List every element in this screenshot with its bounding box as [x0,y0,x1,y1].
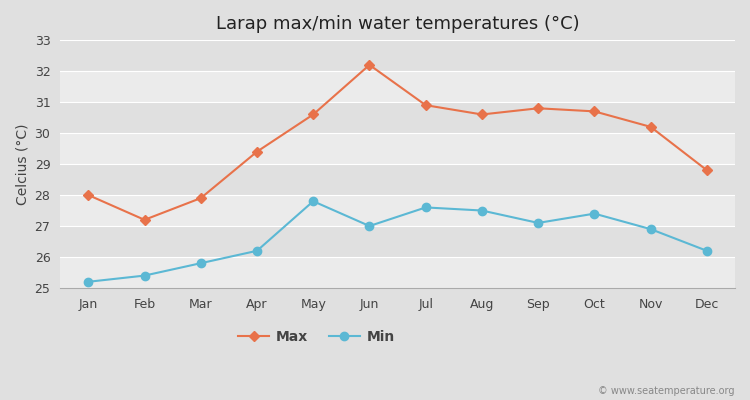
Max [590,109,599,114]
Line: Max: Max [85,62,710,223]
Max [646,124,656,129]
Max [196,196,206,200]
Text: © www.seatemperature.org: © www.seatemperature.org [598,386,735,396]
Min [309,199,318,204]
Bar [60,195,735,226]
Bar [60,71,735,102]
Max [422,103,430,108]
Bar [60,40,735,71]
Min [365,224,374,228]
Max [253,149,262,154]
Max [478,112,487,117]
Min [534,220,543,225]
Min [253,248,262,253]
Max [140,218,149,222]
Max [309,112,318,117]
Max [365,62,374,67]
Bar [60,164,735,195]
Title: Larap max/min water temperatures (°C): Larap max/min water temperatures (°C) [216,15,580,33]
Min [140,273,149,278]
Min [590,211,599,216]
Y-axis label: Celcius (°C): Celcius (°C) [15,123,29,205]
Bar [60,102,735,133]
Max [534,106,543,111]
Bar [60,133,735,164]
Min [84,279,93,284]
Min [646,227,656,232]
Max [703,168,712,173]
Legend: Max, Min: Max, Min [232,325,400,350]
Bar [60,226,735,257]
Min [422,205,430,210]
Max [84,193,93,198]
Min [478,208,487,213]
Min [703,248,712,253]
Min [196,261,206,266]
Bar [60,257,735,288]
Line: Min: Min [84,197,711,286]
